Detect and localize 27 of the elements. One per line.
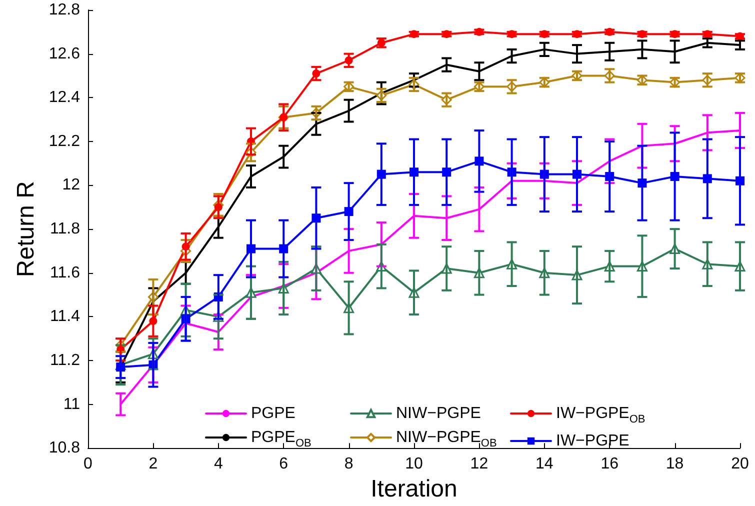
x-tick-label: 20 <box>731 456 749 473</box>
x-tick-label: 6 <box>279 456 288 473</box>
x-tick-label: 4 <box>214 456 223 473</box>
y-tick-label: 12.4 <box>48 89 80 106</box>
y-tick-label: 11 <box>63 396 80 413</box>
y-tick-label: 12.8 <box>48 2 80 18</box>
x-tick-label: 16 <box>600 456 619 473</box>
x-tick-label: 2 <box>148 456 158 473</box>
legend-label: NIW−PGPE <box>396 405 481 422</box>
y-tick-label: 12.6 <box>48 45 80 62</box>
y-axis-title: Return R <box>12 181 40 278</box>
y-tick-label: 10.8 <box>48 440 80 457</box>
x-tick-label: 0 <box>84 456 93 473</box>
legend-label: PGPE <box>251 405 296 422</box>
legend-label: IW−PGPE <box>556 432 630 450</box>
x-tick-label: 8 <box>344 456 354 473</box>
x-tick-label: 12 <box>470 456 488 473</box>
y-tick-label: 11.6 <box>50 264 80 282</box>
y-tick-label: 11.4 <box>50 308 80 326</box>
y-tick-label: 11.2 <box>50 352 80 369</box>
x-tick-label: 18 <box>666 456 684 473</box>
y-tick-label: 11.8 <box>50 220 80 238</box>
y-tick-label: 12 <box>62 176 80 194</box>
x-axis-title: Iteration <box>370 476 458 502</box>
x-tick-label: 10 <box>405 456 423 473</box>
x-tick-label: 14 <box>536 456 554 473</box>
y-tick-label: 12.2 <box>48 132 80 150</box>
